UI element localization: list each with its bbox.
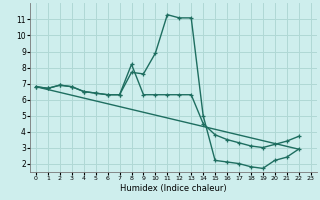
X-axis label: Humidex (Indice chaleur): Humidex (Indice chaleur) [120, 184, 227, 193]
